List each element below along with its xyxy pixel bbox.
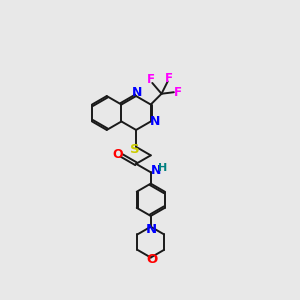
- Text: N: N: [151, 164, 161, 177]
- Text: N: N: [146, 223, 157, 236]
- Text: O: O: [146, 253, 157, 266]
- Text: N: N: [132, 86, 142, 100]
- Text: S: S: [130, 143, 140, 156]
- Text: N: N: [150, 115, 161, 128]
- Text: O: O: [112, 148, 123, 161]
- Text: H: H: [158, 164, 168, 173]
- Text: F: F: [165, 72, 173, 85]
- Text: F: F: [147, 74, 155, 86]
- Text: F: F: [174, 86, 182, 99]
